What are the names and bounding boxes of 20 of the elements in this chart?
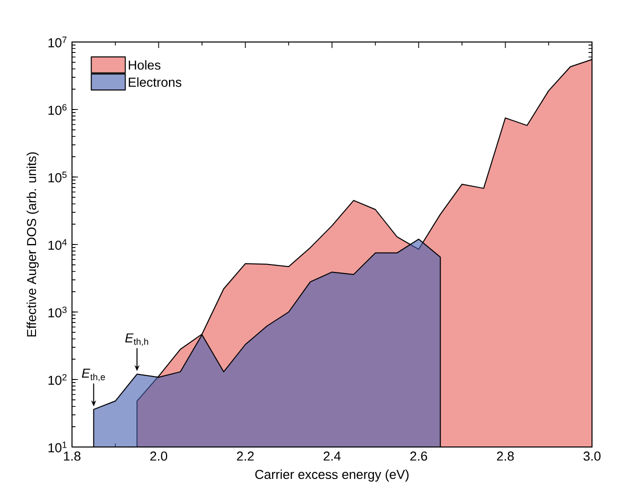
y-tick-label: 10$^{7}$ [48,36,67,48]
y-tick-label: 10$^{1}$ [48,442,67,452]
legend-label: Holes [128,60,160,70]
x-tick-label: 2.6 [410,452,428,461]
annotation: E$_{th,e}$ [82,368,105,382]
y-tick-label: 10$^{5}$ [48,172,67,182]
x-tick-label: 2.4 [324,452,341,461]
x-axis-title: Carrier excess energy (eV) [255,470,409,482]
x-tick-label: 2.8 [496,452,514,461]
y-tick-label: 10$^{4}$ [48,239,67,250]
x-tick-label: 2.2 [236,452,254,461]
x-tick-label: 2.0 [150,452,168,461]
y-tick-label: 10$^{6}$ [48,104,67,115]
annotation: E$_{th,h}$ [125,333,148,346]
y-tick-label: 10$^{3}$ [48,306,67,318]
x-tick-label: 1.8 [64,452,80,461]
legend-label: Electrons [128,77,182,87]
x-tick-label: 3.0 [584,452,601,461]
y-axis-title: Effective Auger DOS (arb. units) [26,152,39,336]
y-tick-label: 10$^{2}$ [48,374,67,385]
